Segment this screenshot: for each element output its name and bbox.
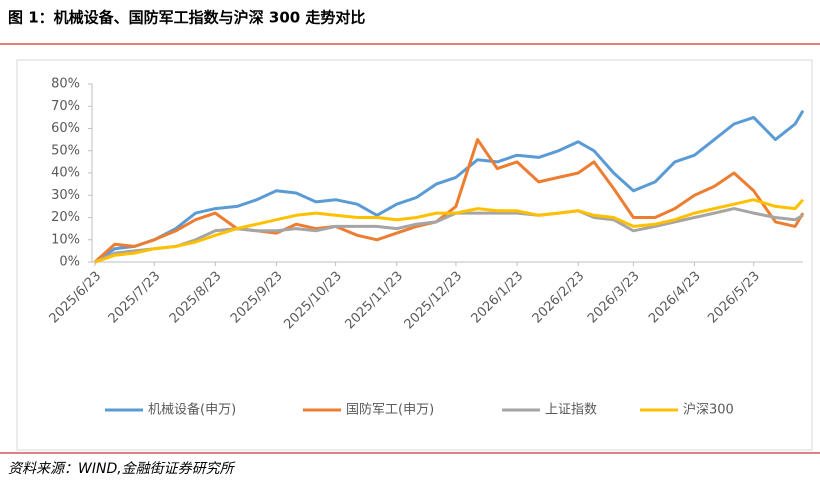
page-title: 图 1：机械设备、国防军工指数与沪深 300 走势对比: [8, 9, 365, 27]
x-tick-label: 2025/7/23: [106, 269, 164, 327]
series-line: [94, 109, 805, 264]
x-tick-label: 2025/9/23: [228, 269, 286, 327]
legend-label: 上证指数: [545, 403, 597, 418]
legend-label: 国防军工(申万): [346, 402, 434, 418]
y-tick-label: 50%: [51, 143, 80, 158]
x-tick-label: 2025/6/23: [47, 269, 105, 327]
x-tick-label: 2026/1/23: [469, 269, 527, 327]
x-tick-label: 2026/2/23: [530, 269, 588, 327]
source: 资料来源：WIND,金融街证券研究所: [8, 461, 236, 477]
series-line: [93, 138, 805, 264]
y-tick-label: 0%: [59, 255, 80, 270]
legend-label: 机械设备(申万): [148, 402, 236, 418]
x-tick-label: 2025/11/23: [342, 269, 406, 333]
x-tick-label: 2025/10/23: [281, 269, 345, 333]
y-tick-label: 70%: [51, 99, 80, 114]
chart-frame: [16, 59, 813, 451]
y-tick-label: 10%: [51, 232, 80, 247]
x-tick-label: 2026/3/23: [585, 269, 643, 327]
series-line: [94, 198, 805, 264]
x-tick-label: 2025/8/23: [167, 269, 225, 327]
y-tick-label: 20%: [51, 210, 80, 225]
y-tick-label: 60%: [51, 121, 80, 136]
x-tick-label: 2026/4/23: [646, 269, 704, 327]
y-tick-label: 80%: [51, 77, 80, 92]
y-tick-label: 40%: [51, 166, 80, 181]
y-tick-label: 30%: [51, 188, 80, 203]
x-tick-label: 2025/12/23: [402, 269, 466, 333]
x-tick-label: 2026/5/23: [705, 269, 763, 327]
legend-label: 沪深300: [683, 402, 734, 418]
